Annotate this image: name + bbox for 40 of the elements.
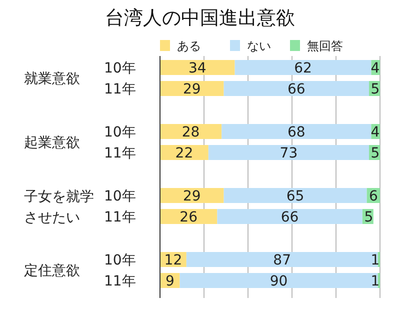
- text: 起業意欲: [24, 135, 80, 151]
- data-label: 65: [286, 188, 304, 204]
- y-tick-label: 10年: [104, 124, 136, 140]
- data-label: 6: [368, 188, 378, 204]
- data-label: 34: [188, 60, 206, 76]
- y-tick-label: 11年: [104, 274, 136, 290]
- data-label: 29: [182, 188, 201, 204]
- data-label: 87: [273, 252, 292, 268]
- y-tick-label: 10年: [104, 60, 136, 76]
- data-label: 62: [294, 60, 312, 76]
- data-label: 66: [280, 210, 299, 226]
- data-label: 4: [370, 124, 380, 140]
- data-label: 29: [182, 82, 201, 98]
- data-label: 4: [370, 60, 380, 76]
- data-label: 5: [364, 210, 374, 226]
- y-tick-label: 10年: [104, 252, 136, 268]
- data-label: 28: [182, 124, 200, 140]
- data-label: 1: [370, 252, 380, 268]
- data-label: 26: [180, 210, 198, 226]
- text: 定住意欲: [24, 263, 80, 279]
- data-label: 12: [164, 252, 182, 268]
- y-tick-label: 10年: [104, 188, 136, 204]
- chart-title: 台湾人の中国進出意欲: [105, 7, 295, 29]
- data-label: 5: [370, 146, 380, 162]
- data-label: 9: [165, 274, 174, 290]
- legend-label: 無回答: [307, 39, 343, 53]
- text: 子女を就学させたい: [24, 189, 94, 226]
- y-tick-label: 11年: [104, 82, 136, 98]
- data-label: 1: [370, 274, 380, 290]
- data-label: 90: [270, 274, 288, 290]
- text: 就業意欲: [24, 71, 80, 87]
- data-label: 66: [287, 82, 306, 98]
- data-label: 68: [287, 124, 306, 140]
- legend-label: ある: [177, 39, 201, 53]
- y-tick-label: 11年: [104, 210, 136, 226]
- legend-label: ない: [247, 39, 271, 53]
- data-label: 5: [370, 82, 380, 98]
- y-tick-label: 11年: [104, 146, 136, 162]
- data-label: 73: [280, 146, 298, 162]
- data-label: 22: [175, 146, 194, 162]
